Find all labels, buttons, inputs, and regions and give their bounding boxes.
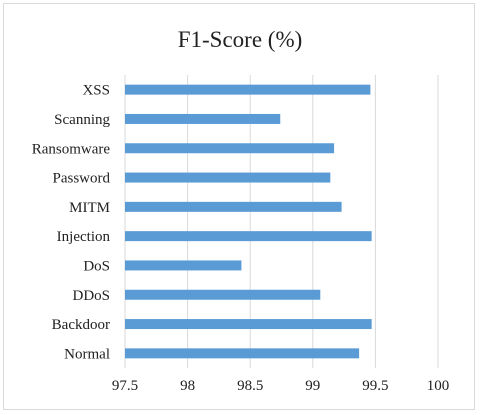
category-label: Injection	[57, 229, 111, 245]
bar-dos	[125, 260, 242, 271]
bar-ddos	[125, 289, 321, 300]
category-label: DDoS	[72, 288, 110, 304]
bar-ransomware	[125, 143, 335, 154]
category-label: XSS	[82, 83, 110, 99]
category-label: MITM	[69, 200, 110, 216]
x-tick-label: 100	[427, 378, 450, 394]
x-tick-label: 97.5	[112, 378, 138, 394]
x-tick-label: 99.5	[362, 378, 388, 394]
category-label: DoS	[83, 258, 110, 274]
bar-backdoor	[125, 319, 372, 330]
x-tick-label: 98	[180, 378, 195, 394]
x-tick-label: 99	[305, 378, 320, 394]
bar-scanning	[125, 113, 281, 124]
bars	[125, 84, 372, 359]
bar-injection	[125, 231, 372, 242]
category-labels: XSS Scanning Ransomware Password MITM Injecti…	[32, 83, 111, 363]
bar-normal	[125, 348, 360, 359]
bar-xss	[125, 84, 371, 95]
x-tick-label: 98.5	[237, 378, 263, 394]
bar-mitm	[125, 201, 342, 212]
category-label: Ransomware	[32, 141, 111, 157]
x-tick-labels: 97.5 98 98.5 99 99.5 100	[112, 378, 449, 394]
category-label: Normal	[64, 346, 110, 362]
category-label: Password	[52, 171, 110, 187]
category-label: Scanning	[54, 112, 110, 128]
chart-title: F1-Score (%)	[178, 27, 303, 52]
bar-password	[125, 172, 331, 183]
category-label: Backdoor	[52, 317, 110, 333]
